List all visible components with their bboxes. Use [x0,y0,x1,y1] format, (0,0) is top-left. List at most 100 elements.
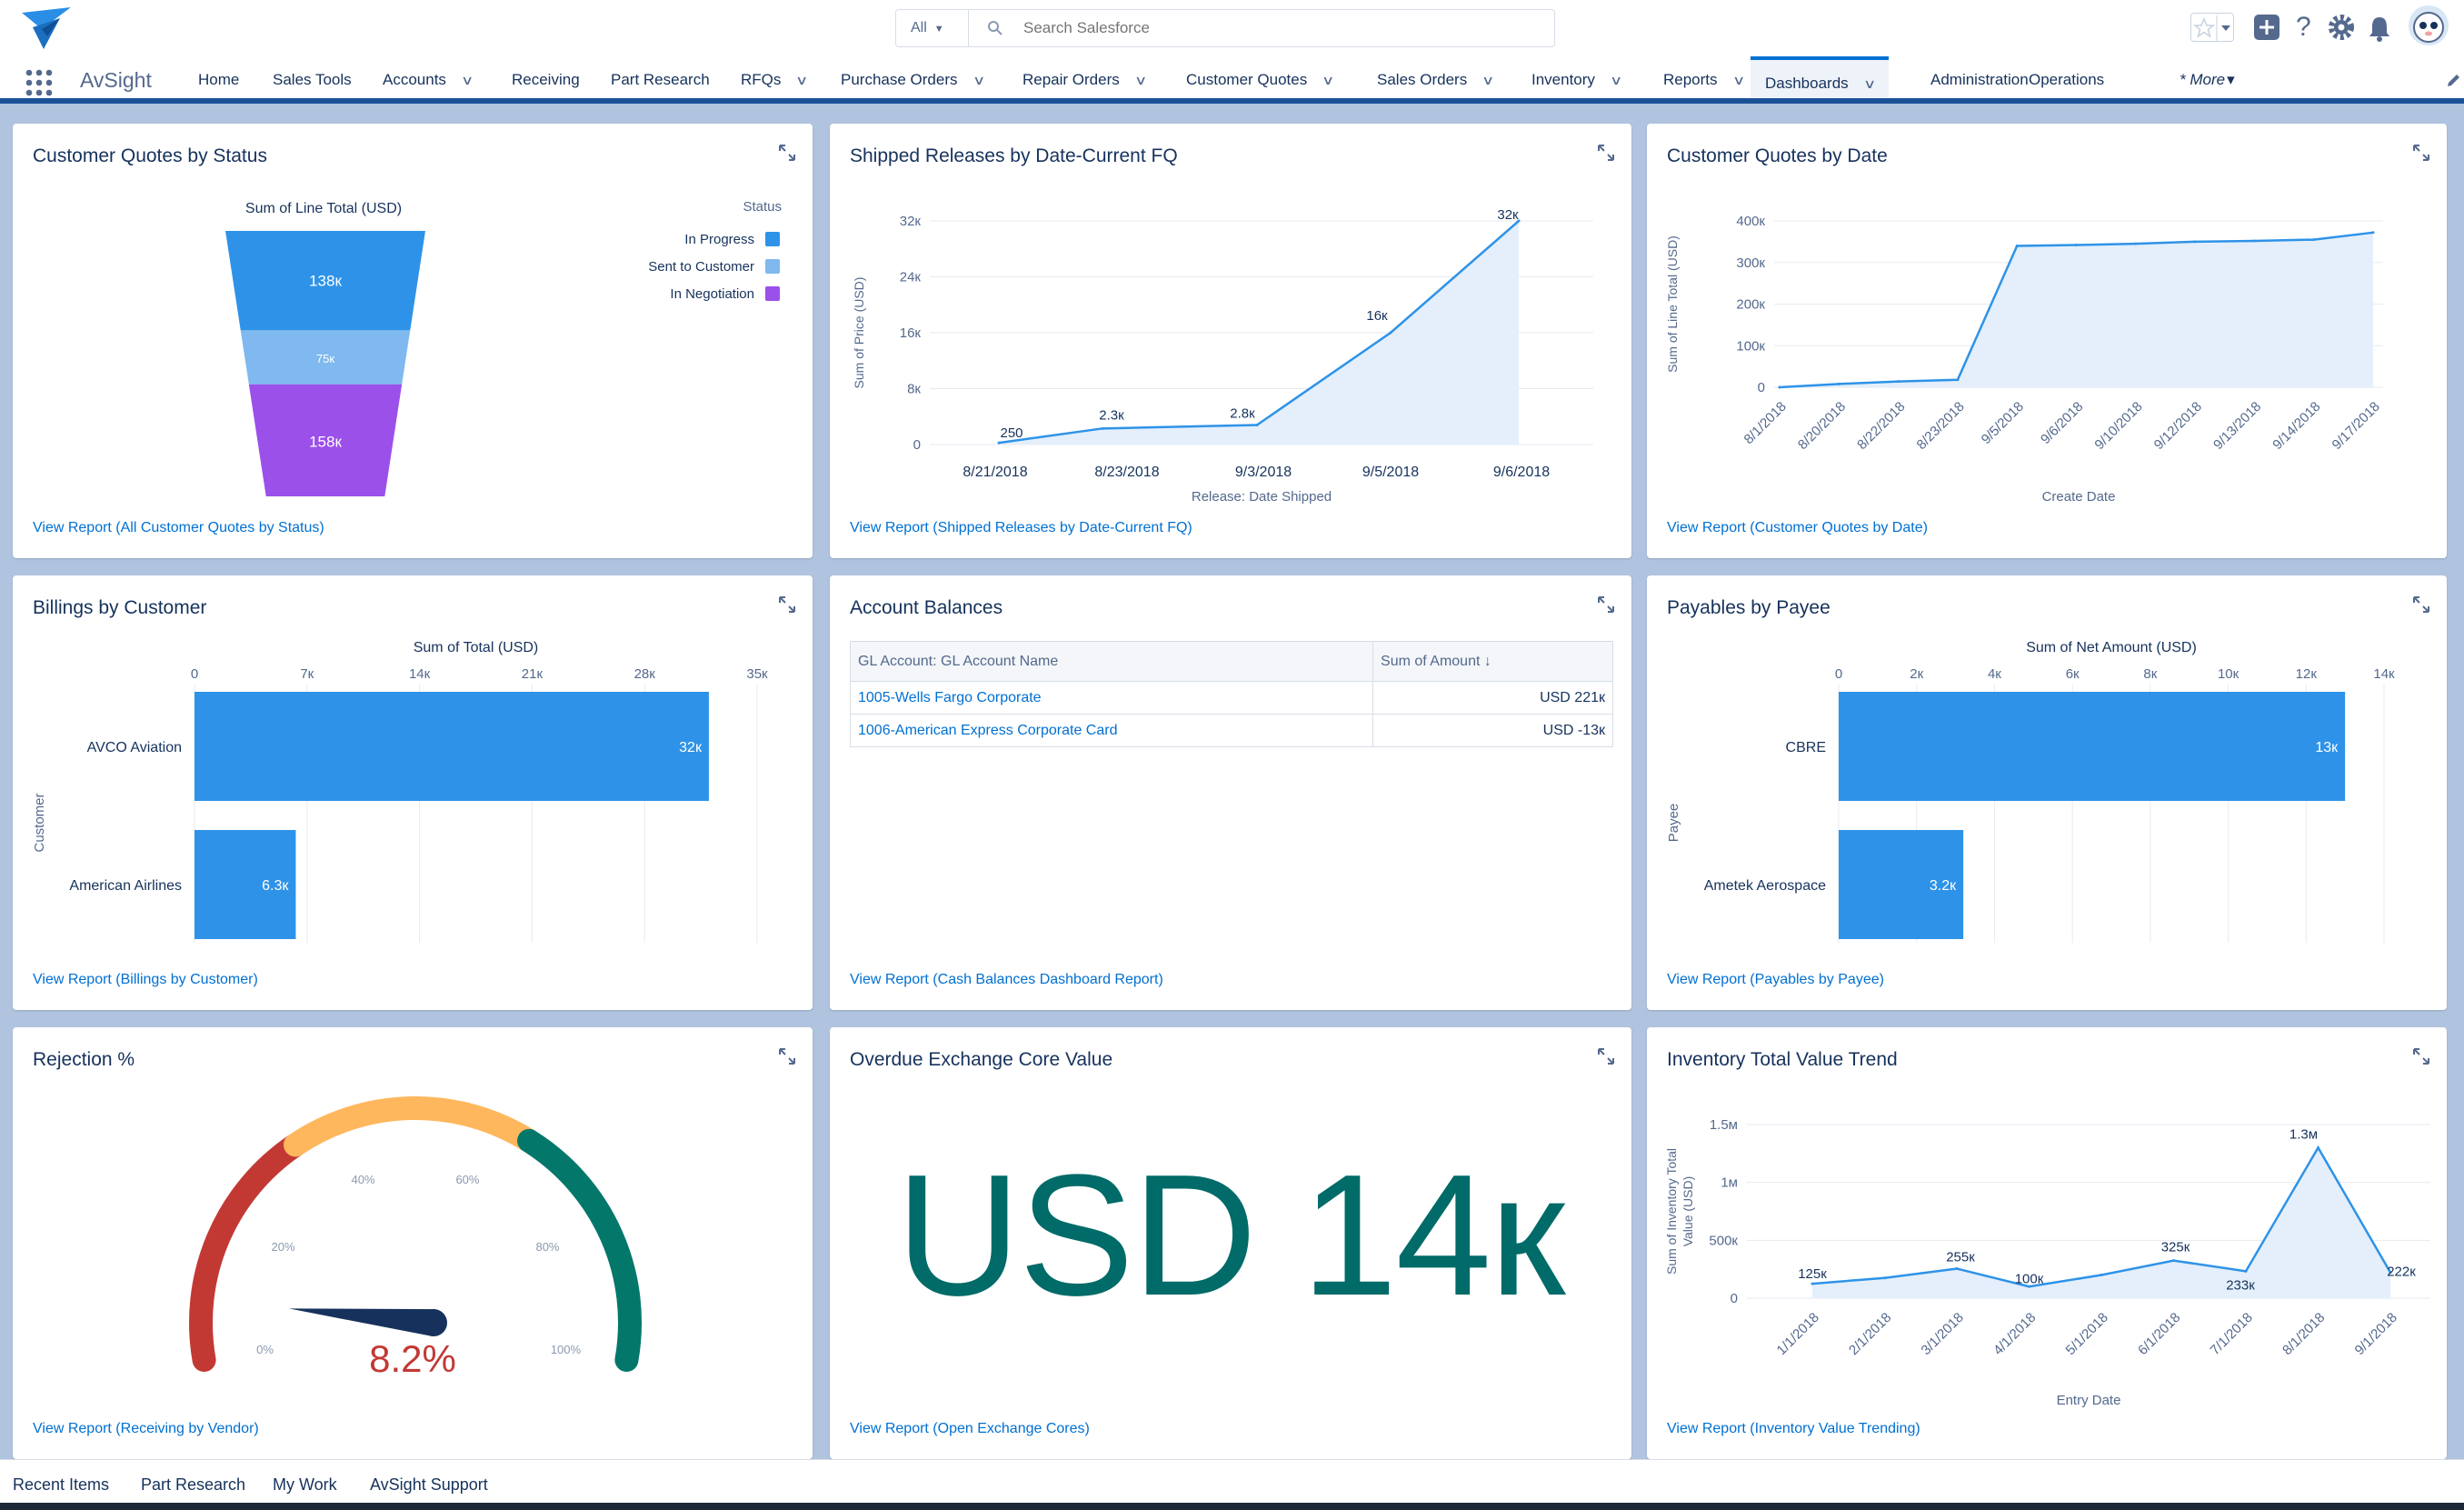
y-axis-label: Sum of Price (USD) [852,277,866,389]
nav-item-part-research[interactable]: Part Research [611,71,710,89]
chevron-down-icon[interactable]: ∨ [1481,73,1495,87]
help-icon[interactable]: ? [2296,12,2311,42]
card-title: Customer Quotes by Date [1667,145,1888,166]
y-tick-label: 24к [900,270,922,285]
nav-item-label: Administration [1930,71,2029,88]
funnel-segment-label: 75к [316,352,334,365]
nav-item-accounts[interactable]: Accounts ∨ [383,71,474,89]
search-input[interactable] [1023,15,1532,41]
expand-icon[interactable] [2412,1047,2430,1065]
gauge-tick-label: 60% [455,1173,479,1186]
category-label: AVCO Aviation [87,740,182,755]
view-report-link[interactable]: View Report (Payables by Payee) [1667,972,1884,987]
nav-item-label: Inventory [1531,71,1595,88]
x-tick-label: 4к [1988,666,2001,682]
nav-item-repair-orders[interactable]: Repair Orders ∨ [1023,71,1148,89]
star-icon [2192,15,2230,41]
chevron-down-icon[interactable]: ∨ [795,73,809,87]
y-tick-label: 32к [900,214,922,229]
chevron-down-icon[interactable]: ∨ [1862,76,1876,91]
nav-item-label: Reports [1663,71,1718,88]
nav-item-sales-orders[interactable]: Sales Orders ∨ [1377,71,1495,89]
gl-account-link[interactable]: 1006-American Express Corporate Card [849,714,1374,747]
data-point [1811,1282,1814,1285]
data-point [2312,238,2316,242]
view-report-link[interactable]: View Report (Shipped Releases by Date-Cu… [850,520,1192,535]
utility-avsight-support[interactable]: AvSight Support [370,1475,488,1494]
expand-icon[interactable] [778,1047,796,1065]
expand-icon[interactable] [778,595,796,614]
x-tick-label: 5/1/2018 [2063,1310,2111,1358]
nav-item-purchase-orders[interactable]: Purchase Orders ∨ [841,71,985,89]
gl-account-link[interactable]: 1005-Wells Fargo Corporate [849,681,1374,715]
edit-nav-pencil-icon[interactable] [2445,73,2461,89]
legend-title: Status [743,199,782,215]
x-tick-label: 2/1/2018 [1846,1310,1894,1358]
chevron-down-icon[interactable]: ∨ [972,73,985,87]
nav-item-inventory[interactable]: Inventory ∨ [1531,71,1623,89]
avsight-logo[interactable] [20,5,73,51]
bar-value-label: 3.2к [1930,878,1957,894]
column-header-sum-of-amount[interactable]: Sum of Amount ↓ [1372,641,1613,682]
bar [195,692,709,801]
nav-item-label: Part Research [611,71,710,88]
y-axis-label: Payee [1666,804,1681,843]
gauge-band [517,1128,642,1372]
view-report-link[interactable]: View Report (Customer Quotes by Date) [1667,520,1928,535]
nav-item-customer-quotes[interactable]: Customer Quotes ∨ [1186,71,1335,89]
user-avatar[interactable] [2409,5,2449,45]
legend-label: Sent to Customer [648,259,754,275]
chevron-down-icon[interactable]: ∨ [1322,73,1335,87]
y-tick-label: 500к [1709,1233,1738,1248]
x-tick-label: 8/1/2018 [1741,399,1790,447]
chevron-down-icon[interactable]: ∨ [1609,73,1623,87]
view-report-link[interactable]: View Report (Open Exchange Cores) [850,1421,1090,1436]
global-actions-add-icon[interactable] [2254,15,2279,40]
nav-item-home[interactable]: Home [198,71,239,89]
utility-bar: Recent Items Part Research My Work AvSig… [0,1459,2464,1510]
expand-icon[interactable] [1597,144,1615,162]
nav-item-rfqs[interactable]: RFQs ∨ [741,71,809,89]
column-header-gl-account[interactable]: GL Account: GL Account Name [849,641,1374,682]
card-title: Overdue Exchange Core Value [850,1049,1113,1070]
utility-part-research[interactable]: Part Research [141,1475,246,1494]
view-report-link[interactable]: View Report (All Customer Quotes by Stat… [33,520,324,535]
nav-item-more[interactable]: * More ▾ [2180,71,2235,89]
data-point [1897,380,1900,384]
expand-icon[interactable] [1597,595,1615,614]
chevron-down-icon[interactable]: ∨ [1731,73,1745,87]
utility-my-work[interactable]: My Work [273,1475,337,1494]
expand-icon[interactable] [778,144,796,162]
bar [1839,692,2346,801]
favorites-button[interactable] [2190,13,2234,42]
app-launcher-icon[interactable] [25,69,53,96]
data-label: 2.3к [1099,407,1124,423]
setup-gear-icon[interactable] [2327,13,2356,42]
nav-item-sales-tools[interactable]: Sales Tools [273,71,352,89]
utility-recent-items[interactable]: Recent Items [13,1475,110,1494]
chevron-down-icon[interactable]: ∨ [1133,73,1148,87]
legend-swatch [765,259,780,274]
notifications-bell-icon[interactable] [2367,15,2392,42]
expand-icon[interactable] [2412,595,2430,614]
global-header: All ▼ ? [0,0,2464,56]
nav-item-receiving[interactable]: Receiving [512,71,580,89]
view-report-link[interactable]: View Report (Cash Balances Dashboard Rep… [850,972,1163,987]
expand-icon[interactable] [2412,144,2430,162]
view-report-link[interactable]: View Report (Receiving by Vendor) [33,1421,259,1436]
nav-item-operations[interactable]: Operations [2029,71,2104,89]
nav-item-label: * More [2180,71,2226,88]
expand-icon[interactable] [1597,1047,1615,1065]
view-report-link[interactable]: View Report (Billings by Customer) [33,972,258,987]
data-label: 100к [2015,1271,2044,1286]
nav-item-dashboards[interactable]: Dashboards ∨ [1751,56,1889,98]
category-label: Ametek Aerospace [1704,878,1826,894]
chevron-down-icon[interactable]: ∨ [460,73,474,87]
search-scope-select[interactable]: All ▼ [896,10,969,46]
payables-bar-chart: Sum of Net Amount (USD) 0 2к 4к 6к 8к 10к 12к 14… [1666,640,2395,943]
x-tick-label: 12к [2296,666,2318,682]
global-search[interactable]: All ▼ [895,9,1555,47]
nav-item-administration[interactable]: Administration [1930,71,2029,89]
nav-item-reports[interactable]: Reports ∨ [1663,71,1745,89]
view-report-link[interactable]: View Report (Inventory Value Trending) [1667,1421,1920,1436]
